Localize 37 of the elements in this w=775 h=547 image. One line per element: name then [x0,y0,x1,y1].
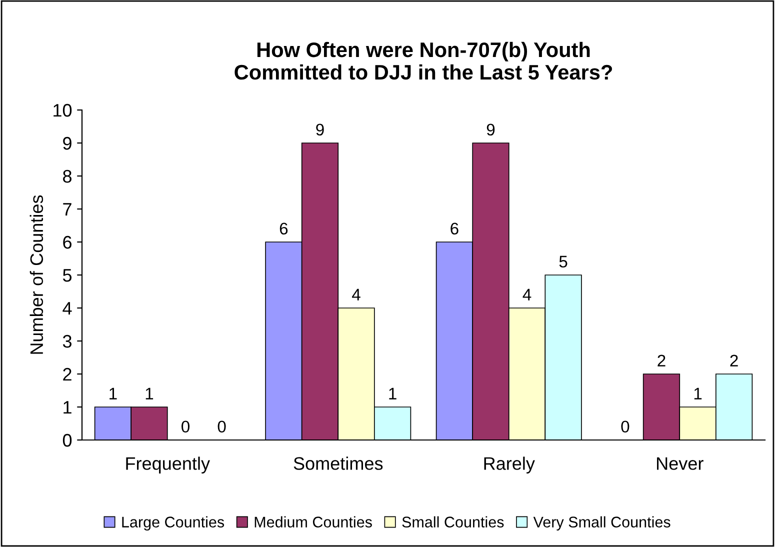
y-tick-label: 5 [62,269,72,282]
legend-label: Very Small Counties [533,516,670,531]
y-tick-label: 7 [63,203,72,216]
legend-label: Large Counties [122,516,224,531]
y-axis-title: Number of Counties [30,195,44,354]
y-tick-label: 6 [63,236,72,249]
chart-title: How Often were Non-707(b) Youth Committed to DJJ in the Last 5 Years? [234,42,612,80]
data-label: 9 [316,124,324,136]
data-label: 1 [389,388,396,400]
data-label: 2 [730,354,738,366]
data-label: 6 [280,222,288,235]
y-tick-label: 8 [63,170,72,183]
data-label: 1 [110,388,117,400]
y-tick-label: 4 [62,302,72,315]
x-tick-label: Never [657,457,704,470]
data-label: 6 [450,222,458,235]
data-label: 4 [352,288,360,300]
y-tick-label: 3 [62,334,72,348]
data-label: 0 [182,420,190,433]
y-tick-label: 9 [63,136,72,150]
data-label: 0 [218,420,226,433]
x-tick-label: Sometimes [294,456,383,470]
data-label: 1 [694,388,702,400]
data-label: 9 [486,124,495,136]
data-label: 2 [658,354,666,366]
legend-label: Small Counties [402,516,504,528]
y-tick-label: 0 [62,434,72,447]
y-tick-label: 1 [64,401,72,414]
y-tick-label: 10 [54,104,72,117]
x-tick-label: Rarely [484,456,535,474]
data-label: 5 [559,256,568,268]
y-tick-label: 2 [63,368,72,381]
data-label: 4 [522,288,532,300]
data-label: 1 [146,388,154,400]
x-tick-label: Frequently [126,456,210,474]
data-label: 0 [621,420,630,433]
legend-label: Medium Counties [254,516,372,528]
